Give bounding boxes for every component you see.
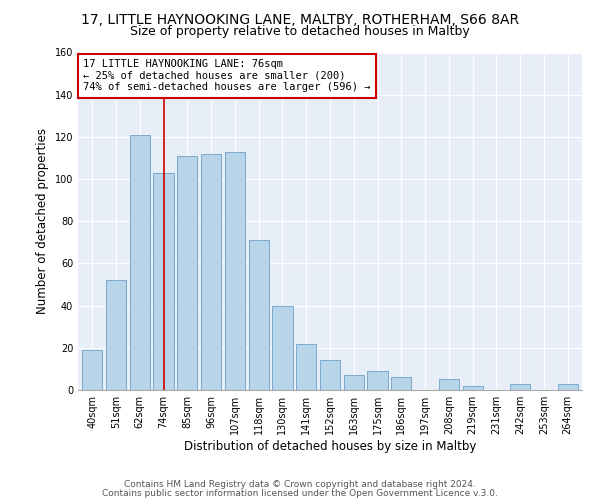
Bar	[225, 152, 245, 390]
Bar	[106, 280, 126, 390]
Bar	[463, 386, 483, 390]
Bar	[296, 344, 316, 390]
Bar	[130, 135, 150, 390]
Bar	[557, 384, 578, 390]
Bar	[248, 240, 269, 390]
Bar	[82, 350, 103, 390]
Bar	[344, 375, 364, 390]
Bar	[320, 360, 340, 390]
Bar	[177, 156, 197, 390]
Bar	[272, 306, 293, 390]
Text: Size of property relative to detached houses in Maltby: Size of property relative to detached ho…	[130, 25, 470, 38]
Bar	[154, 172, 173, 390]
Bar	[439, 380, 459, 390]
Bar	[201, 154, 221, 390]
Bar	[391, 378, 412, 390]
Bar	[510, 384, 530, 390]
Text: 17, LITTLE HAYNOOKING LANE, MALTBY, ROTHERHAM, S66 8AR: 17, LITTLE HAYNOOKING LANE, MALTBY, ROTH…	[81, 12, 519, 26]
Text: Contains HM Land Registry data © Crown copyright and database right 2024.: Contains HM Land Registry data © Crown c…	[124, 480, 476, 489]
Y-axis label: Number of detached properties: Number of detached properties	[36, 128, 49, 314]
Text: 17 LITTLE HAYNOOKING LANE: 76sqm
← 25% of detached houses are smaller (200)
74% : 17 LITTLE HAYNOOKING LANE: 76sqm ← 25% o…	[83, 59, 371, 92]
X-axis label: Distribution of detached houses by size in Maltby: Distribution of detached houses by size …	[184, 440, 476, 453]
Bar	[367, 371, 388, 390]
Text: Contains public sector information licensed under the Open Government Licence v.: Contains public sector information licen…	[102, 488, 498, 498]
